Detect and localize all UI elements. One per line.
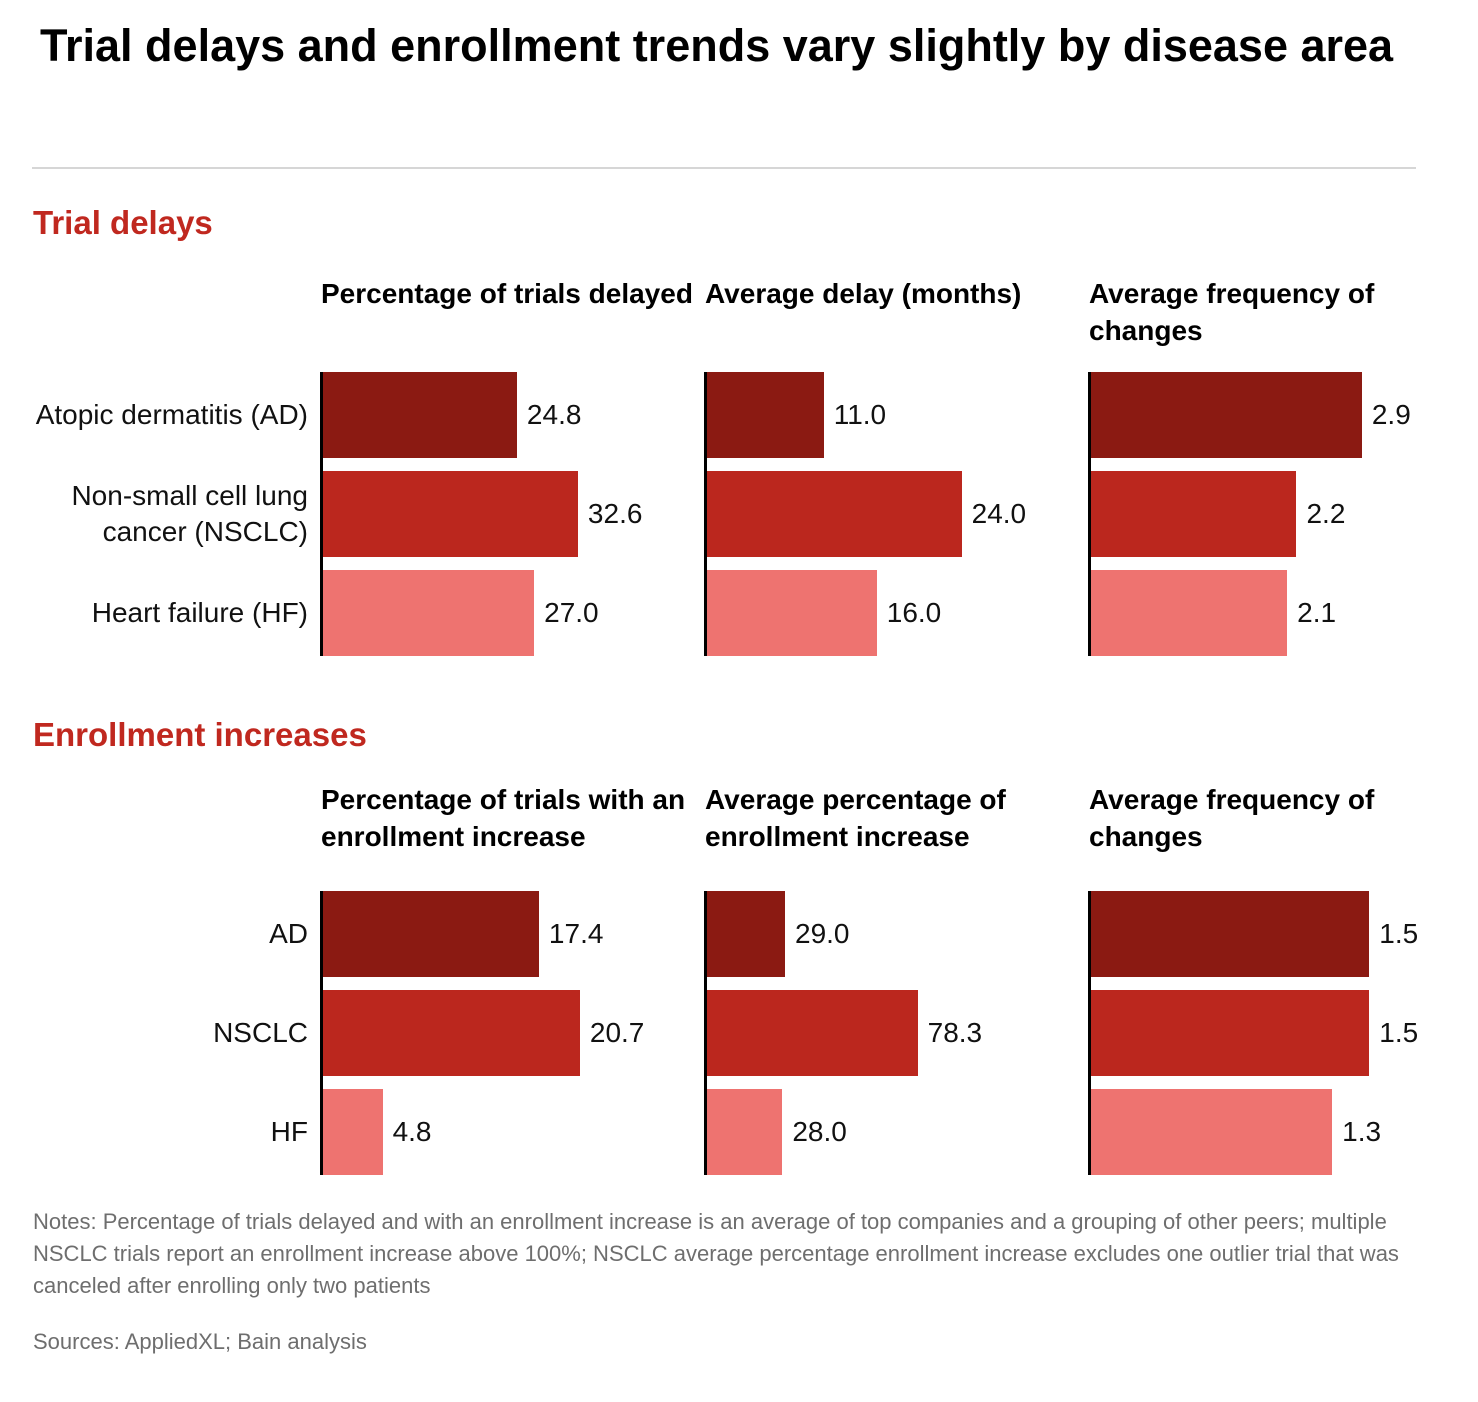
bar-ad — [1091, 891, 1370, 977]
bar-ad — [323, 372, 517, 458]
data-label-nsclc: 2.2 — [1306, 498, 1346, 529]
sources: Sources: AppliedXL; Bain analysis — [33, 1329, 367, 1354]
bar-nsclc — [707, 990, 918, 1076]
category-label-ad: Atopic dermatitis (AD) — [35, 399, 308, 430]
panel-title-percentage-of-trials-delayed: Percentage of trials delayed — [321, 278, 693, 309]
data-label-ad: 2.9 — [1371, 399, 1411, 430]
category-label-nsclc: NSCLC — [213, 1017, 308, 1048]
data-label-nsclc: 20.7 — [589, 1017, 645, 1048]
data-label-hf: 27.0 — [544, 597, 599, 628]
data-label-ad: 17.4 — [548, 918, 604, 949]
title-divider — [32, 167, 1416, 169]
bar-axis-line — [320, 372, 323, 656]
bar-axis-line — [1088, 891, 1091, 1175]
bar-axis-line — [1088, 372, 1091, 656]
category-label-nsclc: Non-small cell lung cancer (NSCLC) — [71, 480, 308, 547]
notes: Notes: Percentage of trials delayed and … — [33, 1209, 1399, 1298]
bar-axis-line — [704, 372, 707, 656]
data-label-ad: 29.0 — [795, 918, 850, 949]
data-label-nsclc: 32.6 — [587, 498, 643, 529]
panel-title-percentage-of-trials-with-an-enrollment-increase: Percentage of trials with an enrollment … — [321, 784, 686, 852]
data-label-hf: 4.8 — [392, 1116, 432, 1147]
data-label-hf: 16.0 — [886, 597, 942, 628]
bar-nsclc — [323, 990, 580, 1076]
bar-ad — [1091, 372, 1362, 458]
data-label-hf: 1.3 — [1342, 1116, 1382, 1147]
panel-title-average-frequency-of-changes: Average frequency of changes — [1089, 784, 1375, 852]
bar-axis-line — [704, 891, 707, 1175]
bar-hf — [323, 1089, 383, 1175]
bar-nsclc — [323, 471, 578, 557]
bar-nsclc — [707, 471, 962, 557]
chart-title: Trial delays and enrollment trends vary … — [40, 20, 1394, 71]
bar-hf — [1091, 1089, 1333, 1175]
bar-hf — [707, 1089, 783, 1175]
bar-hf — [1091, 570, 1288, 656]
data-label-nsclc: 78.3 — [927, 1017, 983, 1048]
bar-hf — [323, 570, 535, 656]
data-label-ad: 11.0 — [833, 399, 887, 430]
section-title-enrollment-increases: Enrollment increases — [33, 716, 367, 753]
panel-title-average-delay-months: Average delay (months) — [705, 278, 1022, 309]
bar-nsclc — [1091, 471, 1297, 557]
data-label-nsclc: 1.5 — [1379, 1017, 1419, 1048]
bar-nsclc — [1091, 990, 1370, 1076]
category-label-ad: AD — [269, 918, 308, 949]
bar-ad — [323, 891, 539, 977]
section-title-trial-delays: Trial delays — [33, 204, 213, 241]
panel-title-average-percentage-of-enrollment-increase: Average percentage of enrollment increas… — [705, 784, 1006, 852]
category-label-hf: HF — [270, 1116, 308, 1147]
bar-ad — [707, 372, 824, 458]
panel-title-average-frequency-of-changes: Average frequency of changes — [1089, 278, 1375, 346]
data-label-hf: 2.1 — [1297, 597, 1337, 628]
bar-ad — [707, 891, 785, 977]
category-label-hf: Heart failure (HF) — [91, 597, 308, 628]
data-label-nsclc: 24.0 — [971, 498, 1027, 529]
data-label-ad: 1.5 — [1379, 918, 1419, 949]
data-label-hf: 28.0 — [792, 1116, 847, 1147]
bar-axis-line — [320, 891, 323, 1175]
data-label-ad: 24.8 — [526, 399, 582, 430]
bar-hf — [707, 570, 877, 656]
